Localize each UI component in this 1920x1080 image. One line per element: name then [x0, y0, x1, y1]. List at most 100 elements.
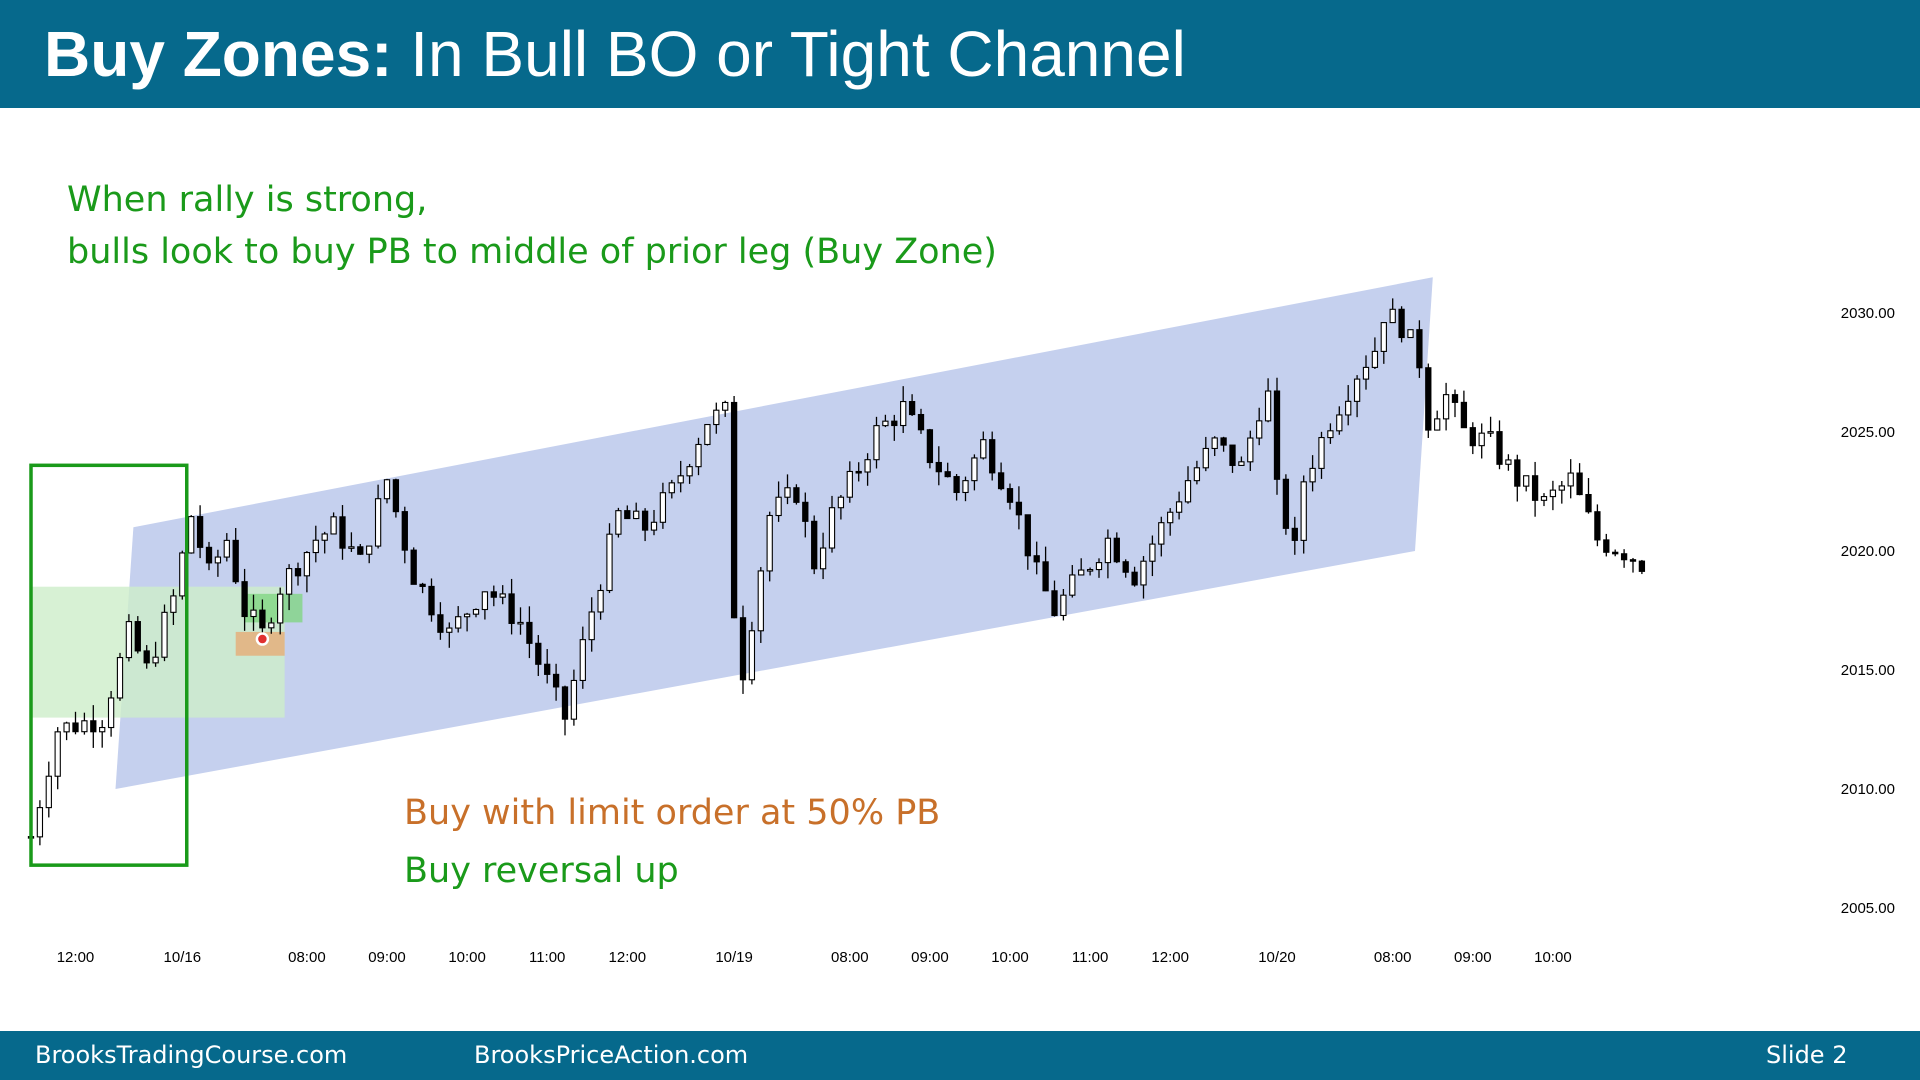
candle-body	[757, 570, 764, 632]
candle-body	[1603, 539, 1610, 553]
candle-body	[1113, 537, 1120, 563]
candle-body	[1131, 571, 1138, 586]
candle-body	[1060, 594, 1067, 617]
candle-body	[45, 775, 52, 809]
candle-body	[855, 470, 862, 474]
candle-body	[1434, 418, 1441, 431]
candle-body	[713, 409, 720, 426]
candle-body	[837, 496, 845, 509]
candle-body	[535, 642, 542, 665]
candle-body	[205, 546, 213, 564]
candle-body	[1478, 432, 1485, 447]
candle-body	[775, 496, 782, 517]
candle-body	[1033, 555, 1040, 563]
candle-body	[134, 621, 141, 652]
candle-body	[490, 591, 497, 598]
candle-body	[294, 568, 302, 577]
candle-body	[989, 439, 996, 474]
candle-body	[1015, 501, 1023, 516]
candle-body	[526, 621, 533, 644]
candle-body	[597, 589, 604, 613]
candle-body	[339, 516, 346, 549]
candle-body	[1211, 437, 1218, 450]
candle-body	[1069, 574, 1076, 596]
candle-body	[1024, 514, 1031, 557]
candle-body	[1318, 437, 1325, 469]
candle-body	[321, 533, 328, 541]
prior-leg-box	[29, 463, 189, 867]
candle-body	[1612, 551, 1619, 555]
candle-body	[223, 539, 230, 558]
candle-body	[392, 479, 400, 513]
candle-body	[107, 697, 115, 729]
candle-body	[259, 609, 266, 629]
candle-body	[1095, 562, 1103, 571]
candle-body	[1629, 559, 1637, 562]
x-tick-label: 09:00	[1454, 949, 1492, 966]
candle-body	[579, 639, 586, 682]
candle-body	[1158, 522, 1165, 545]
candle-body	[188, 516, 195, 554]
candle-body	[1104, 537, 1112, 564]
candle-body	[659, 492, 667, 523]
candle-body	[250, 609, 257, 618]
candle-body	[241, 581, 248, 618]
candle-body	[1407, 329, 1414, 339]
candle-body	[72, 722, 79, 733]
candle-body	[1336, 414, 1343, 432]
title-bar: Buy Zones: In Bull BO or Tight Channel	[0, 0, 1920, 108]
candle-body	[935, 461, 942, 473]
candle-body	[828, 507, 836, 549]
slide-title-bold: Buy Zones:	[44, 18, 393, 90]
candle-body	[1576, 472, 1583, 496]
slide-title-rest: In Bull BO or Tight Channel	[392, 18, 1186, 90]
candle-body	[214, 556, 222, 564]
candle-body	[54, 731, 61, 777]
candle-body	[152, 656, 159, 664]
candle-body	[677, 475, 684, 484]
candle-body	[1469, 427, 1476, 447]
candle-body	[615, 510, 622, 535]
candle-body	[588, 611, 595, 641]
candle-body	[1078, 569, 1085, 576]
candle-body	[1256, 420, 1263, 439]
candle-body	[1425, 367, 1432, 431]
candle-body	[1327, 430, 1334, 439]
candle-body	[668, 482, 675, 494]
candle-body	[944, 471, 951, 478]
candle-body	[1291, 527, 1298, 541]
y-axis: 2005.00 2010.00 2015.00 2020.00 2025.00 2030.…	[1841, 305, 1895, 917]
x-tick-label: 12:00	[57, 949, 95, 966]
candle-body	[179, 552, 186, 597]
candle-body	[1514, 459, 1521, 487]
candle-body	[401, 511, 408, 551]
reversal-note: Buy reversal up	[404, 851, 679, 891]
x-tick-label: 10/16	[164, 949, 202, 966]
candle-body	[1042, 561, 1049, 592]
candle-body	[1140, 560, 1147, 586]
candle-body	[1122, 561, 1129, 573]
candle-body	[268, 622, 275, 629]
candle-body	[508, 593, 515, 624]
candle-body	[1051, 590, 1058, 617]
candle-body	[1371, 350, 1379, 368]
y-tick-label: 2010.00	[1841, 781, 1895, 798]
candle-body	[1282, 478, 1290, 529]
candle-body	[437, 614, 444, 633]
candle-body	[873, 425, 880, 461]
candle-body	[748, 630, 756, 681]
candle-body	[1202, 447, 1209, 469]
x-tick-label: 10:00	[448, 949, 486, 966]
candle-body	[962, 480, 969, 494]
bull-channel	[115, 277, 1433, 789]
limit-order-note: Buy with limit order at 50% PB	[404, 793, 941, 833]
candle-body	[196, 516, 204, 548]
x-tick-label: 10:00	[991, 949, 1029, 966]
candle-body	[1167, 511, 1174, 524]
candle-body	[1380, 322, 1387, 352]
candle-body	[1398, 308, 1405, 339]
candle-body	[819, 547, 827, 570]
candle-body	[1540, 496, 1548, 501]
y-tick-label: 2015.00	[1841, 662, 1895, 679]
candle-body	[81, 720, 88, 733]
